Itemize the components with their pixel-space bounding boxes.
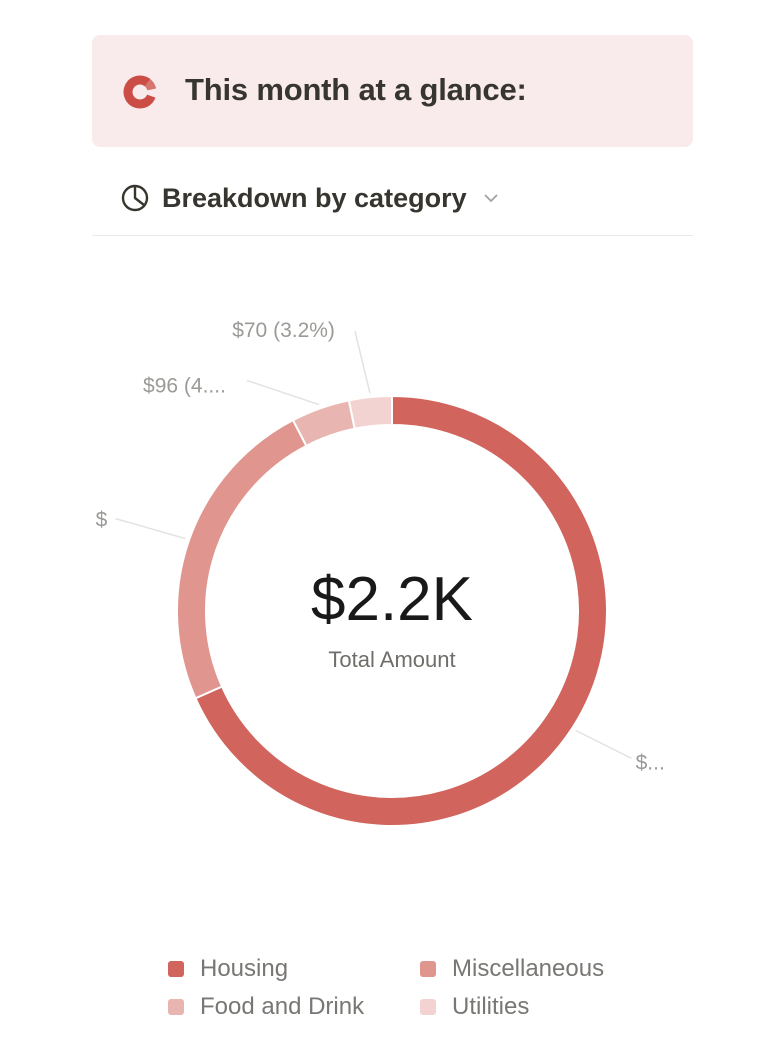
callout-title: This month at a glance: — [185, 72, 527, 107]
chart-slice-miscellaneous[interactable] — [176, 418, 308, 700]
glance-callout — [92, 35, 693, 147]
legend-item-food-and-drink[interactable]: Food and Drink — [168, 993, 420, 1021]
chart-data-label: $... — [636, 751, 665, 774]
legend-item-utilities[interactable]: Utilities — [420, 993, 670, 1021]
donut-chart-icon — [123, 75, 157, 109]
chart-data-label: $70 (3.2%) — [232, 319, 335, 342]
chart-center-value: $2.2K — [311, 565, 473, 634]
chart-leader-lines — [115, 330, 632, 760]
chart-data-labels: $... $ $96 (4.... $70 (3.2%) — [96, 319, 665, 774]
divider — [92, 235, 693, 236]
chart-leader-line — [246, 379, 320, 406]
chart-leader-line — [575, 729, 632, 760]
chart-legend: Housing Miscellaneous Food and Drink Utilit… — [168, 955, 688, 1021]
legend-label: Housing — [200, 955, 289, 982]
legend-item-housing[interactable]: Housing — [168, 955, 420, 983]
legend-item-miscellaneous[interactable]: Miscellaneous — [420, 955, 670, 983]
chart-slice-utilities[interactable] — [347, 394, 393, 430]
legend-swatch — [420, 999, 436, 1015]
legend-label: Miscellaneous — [452, 955, 605, 982]
legend-swatch — [168, 999, 184, 1015]
legend-swatch — [168, 961, 184, 977]
pie-chart-icon — [121, 184, 149, 212]
chart-leader-line — [354, 330, 371, 394]
legend-label: Utilities — [452, 993, 530, 1020]
chart-center-label: Total Amount — [328, 647, 455, 672]
legend-label: Food and Drink — [200, 993, 365, 1020]
chart-data-label: $96 (4.... — [143, 375, 226, 398]
legend-swatch — [420, 961, 436, 977]
view-label: Breakdown by category — [162, 182, 467, 213]
chevron-down-icon — [483, 194, 498, 203]
chart-slices — [176, 394, 608, 827]
view-selector-button[interactable]: Breakdown by category — [112, 176, 509, 220]
chart-slice-food-and-drink[interactable] — [291, 399, 356, 448]
chart-data-label: $ — [96, 509, 108, 532]
chart-leader-line — [115, 517, 186, 540]
chart-slice-housing[interactable] — [194, 394, 608, 827]
